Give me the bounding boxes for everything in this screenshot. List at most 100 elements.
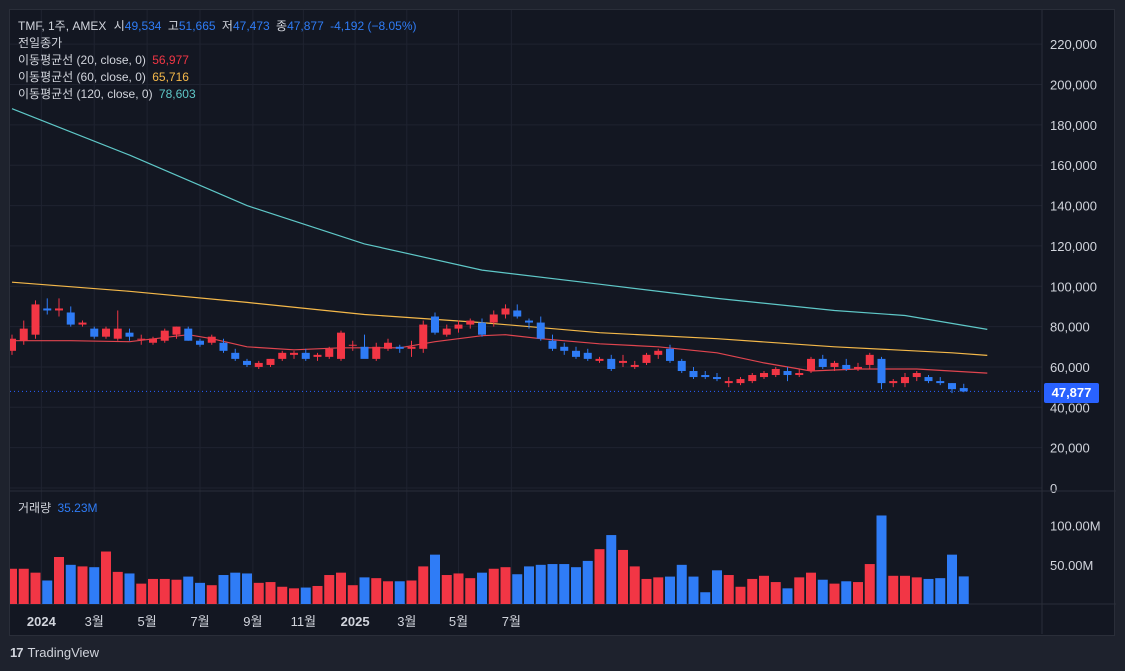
time-tick-label: 7월: [502, 614, 521, 629]
candle-body: [689, 370, 698, 378]
volume-bar: [289, 588, 299, 604]
volume-bar: [42, 580, 53, 604]
volume-bar: [394, 581, 405, 604]
candle-body: [90, 328, 99, 337]
volume-bar: [30, 572, 41, 604]
candle-body: [619, 360, 627, 363]
price-tick-label: 100,000: [1050, 279, 1097, 294]
close-label: 종: [276, 19, 288, 33]
prev-close-legend: 전일종가: [18, 35, 62, 52]
candle-body: [760, 373, 768, 378]
candle-body: [442, 328, 451, 335]
open-label: 시: [113, 19, 125, 33]
candle-body: [607, 358, 616, 369]
volume-bar: [183, 576, 194, 604]
candle-body: [595, 358, 604, 361]
time-tick-label: 2025: [341, 614, 370, 629]
volume-bar: [676, 564, 687, 604]
chart-canvas[interactable]: 0 20,000 40,000 60,000 80,000 100,000 120,000 1…: [10, 10, 1116, 637]
low-label: 저: [221, 19, 233, 33]
volume-bar: [559, 564, 570, 604]
last-price-tag: 47,877: [1044, 383, 1099, 403]
candle-body: [243, 360, 251, 365]
candle-body: [748, 375, 757, 382]
candle-body: [525, 320, 533, 323]
candle-body: [901, 377, 909, 384]
volume-bar: [336, 572, 346, 604]
volume-bar: [864, 564, 875, 604]
volume-bar: [406, 580, 417, 604]
volume-bar: [195, 582, 205, 604]
volume-bar: [112, 571, 123, 604]
candle-body: [66, 312, 75, 325]
volume-bar: [324, 575, 335, 604]
volume-bar: [618, 549, 628, 604]
candle-body: [854, 366, 862, 369]
candle-body: [407, 346, 416, 349]
candle-body: [548, 340, 557, 349]
candle-body: [924, 377, 933, 382]
volume-bar: [747, 578, 758, 604]
tradingview-logo-icon: 17: [10, 645, 24, 660]
volume-bar: [277, 586, 288, 604]
candle-body: [677, 360, 686, 371]
candle-body: [219, 342, 228, 351]
candle-body: [172, 326, 181, 335]
volume-bar: [665, 576, 675, 604]
volume-bar: [606, 535, 617, 604]
volume-bar: [958, 576, 969, 604]
price-tick-label: 60,000: [1050, 360, 1090, 375]
candle-body: [31, 304, 40, 335]
candle-body: [360, 346, 369, 359]
candle-body: [572, 350, 580, 357]
price-tick-label: 200,000: [1050, 78, 1097, 93]
volume-bar: [759, 575, 769, 604]
volume-bar: [571, 567, 581, 604]
volume-bar: [89, 567, 100, 604]
volume-legend[interactable]: 거래량 35.23M: [18, 500, 98, 517]
price-tick-label: 80,000: [1050, 320, 1090, 335]
candle-body: [313, 354, 322, 357]
chart-frame[interactable]: 0 20,000 40,000 60,000 80,000 100,000 120,000 1…: [9, 9, 1116, 637]
candle-body: [125, 332, 134, 337]
candle-body: [830, 362, 839, 367]
volume-bar: [430, 554, 440, 604]
candle-body: [501, 308, 510, 315]
ma120-legend[interactable]: 이동평균선 (120, close, 0) 78,603: [18, 86, 196, 103]
volume-bar: [230, 572, 241, 604]
volume-bar: [10, 568, 17, 604]
volume-tick-label: 50.00M: [1050, 558, 1093, 573]
ma120-label: 이동평균선 (120, close, 0): [18, 87, 153, 101]
volume-bar: [488, 568, 499, 604]
volume-bar: [582, 560, 593, 604]
volume-bar: [806, 572, 816, 604]
price-tick-label: 180,000: [1050, 118, 1097, 133]
candle-body: [842, 364, 851, 369]
volume-bar: [300, 587, 311, 604]
candle-body: [736, 379, 745, 384]
change-value: -4,192 (−8.05%): [330, 19, 417, 33]
candle-body: [478, 322, 486, 335]
candle-body: [642, 354, 651, 363]
volume-bar: [206, 585, 217, 604]
volume-bar: [500, 567, 511, 604]
candle-body: [877, 358, 886, 384]
candle-body: [290, 352, 298, 355]
candle-body: [724, 381, 733, 384]
price-tick-label: 220,000: [1050, 37, 1097, 52]
candle-body: [301, 352, 310, 359]
ma20-legend[interactable]: 이동평균선 (20, close, 0) 56,977: [18, 52, 189, 69]
volume-bar: [171, 579, 182, 604]
price-tick-label: 20,000: [1050, 441, 1090, 456]
volume-label: 거래량: [18, 501, 52, 515]
volume-bar: [782, 588, 793, 604]
tradingview-footer[interactable]: 17 TradingView: [10, 645, 99, 660]
ma60-legend[interactable]: 이동평균선 (60, close, 0) 65,716: [18, 69, 189, 86]
candle-body: [489, 314, 498, 323]
candle-body: [196, 340, 204, 345]
brand-label: TradingView: [27, 645, 100, 660]
candle-body: [936, 381, 945, 384]
volume-bar: [242, 573, 252, 604]
time-tick-label: 3월: [85, 614, 104, 629]
volume-bar: [359, 577, 370, 604]
